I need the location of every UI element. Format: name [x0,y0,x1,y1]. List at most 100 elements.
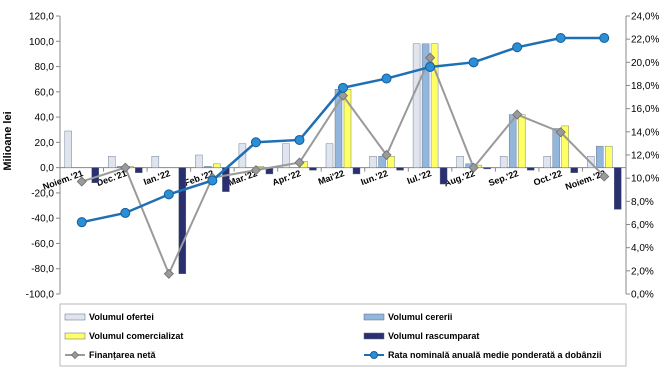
x-tick-label: Sep.'22 [487,168,520,188]
bar-2 [204,166,212,168]
y2-tick-label: 0,0% [631,290,654,301]
point-rata-dobanzii [294,134,305,145]
bar-4 [135,167,143,173]
y-tick-label: 120,0 [29,12,54,23]
point-rata-dobanzii [120,207,131,218]
legend-frame [59,303,627,367]
bar-4 [439,167,448,185]
bar-4 [352,167,361,175]
bar-4 [570,167,578,173]
y-tick-label: 0,0 [40,163,54,174]
point-rata-dobanzii [555,33,566,44]
bar-1 [543,156,551,168]
point-finantarea-neta [555,127,566,138]
bar-1 [151,156,160,168]
legend-swatch [363,313,385,321]
y-tick-label: -80,0 [31,264,54,275]
point-finantarea-neta [337,90,349,101]
legend-label: Volumul ofertei [89,312,154,322]
y2-tick-label: 2,0% [631,266,654,277]
point-rata-dobanzii [512,42,523,53]
y-tick-label: 40,0 [35,113,55,124]
legend-marker [370,351,378,359]
bars [64,43,622,274]
y2-tick-label: 12,0% [631,151,659,162]
y-axis-title: Milioane lei [2,111,14,170]
point-rata-dobanzii [381,73,392,84]
bar-1 [64,130,72,168]
y2-tick-label: 6,0% [631,220,654,231]
x-tick-label: Ian.'22 [142,168,171,187]
bar-2 [596,145,604,168]
point-finantarea-neta [294,157,305,168]
y2-tick-label: 20,0% [631,58,659,69]
bar-4 [309,167,317,171]
bar-4 [91,167,99,184]
bar-3 [213,163,221,168]
y-tick-label: -20,0 [31,188,54,199]
y2-tick-label: 16,0% [631,104,659,115]
point-rata-dobanzii [599,33,610,44]
point-rata-dobanzii [76,217,87,228]
y-axis-title-group: Milioane lei [2,111,14,170]
y2-tick-label: 24,0% [631,12,659,23]
point-finantarea-neta [599,171,610,182]
point-finantarea-neta [468,162,479,173]
bar-2 [378,156,386,168]
y2-tick-label: 10,0% [631,174,659,185]
y-tick-label: 100,0 [29,37,54,48]
legend-swatch [363,332,385,340]
bar-1 [369,156,377,168]
bar-3 [430,43,439,168]
y-tick-label: -40,0 [31,214,54,225]
y2-tick-label: 18,0% [631,81,659,92]
bar-3 [561,125,569,168]
point-finantarea-neta [76,176,87,187]
y2-tick-label: 4,0% [631,243,654,254]
legend-label: Finanțarea netă [89,350,157,360]
bar-1 [195,154,203,168]
y2-tick-label: 22,0% [631,35,659,46]
line-rata-dobanzii [81,36,605,224]
y-tick-label: 80,0 [35,62,55,73]
point-rata-dobanzii [338,82,348,93]
point-rata-dobanzii [163,189,174,200]
y-tick-label: -100,0 [26,290,55,301]
bar-1 [456,156,464,168]
bar-2 [552,128,560,168]
point-finantarea-neta [381,149,392,161]
legend-swatch [64,332,86,340]
legend-label: Volumul rascumparat [388,331,479,341]
lines [76,33,610,279]
point-rata-dobanzii [425,61,436,72]
legend-swatch [64,313,86,321]
bar-1 [108,156,116,168]
y2-tick-label: 14,0% [631,127,659,138]
bar-1 [412,43,421,168]
y-tick-label: 20,0 [35,138,55,149]
bar-3 [605,145,613,168]
y-tick-label: 60,0 [35,87,55,98]
y2-tick-label: 8,0% [631,197,654,208]
x-tick-label: Aug.'22 [443,168,477,188]
x-tick-label: Apr.'22 [271,168,302,188]
point-finantarea-neta [163,268,174,279]
bar-2 [421,43,430,168]
point-finantarea-neta [512,109,523,120]
legend-marker [70,350,80,360]
y-tick-label: -60,0 [31,239,54,250]
bar-1 [282,143,290,168]
legend-label: Rata nominală anuală medie ponderată a d… [388,350,602,360]
bar-1 [325,143,334,168]
bar-4 [526,167,535,171]
point-rata-dobanzii [468,57,479,68]
x-tick-label: Iun.'22 [359,168,389,187]
point-finantarea-neta [250,165,261,176]
bar-4 [178,167,187,274]
bar-3 [387,156,395,168]
legend-label: Volumul comercializat [89,331,183,341]
bar-4 [396,167,404,171]
bar-3 [517,114,526,168]
